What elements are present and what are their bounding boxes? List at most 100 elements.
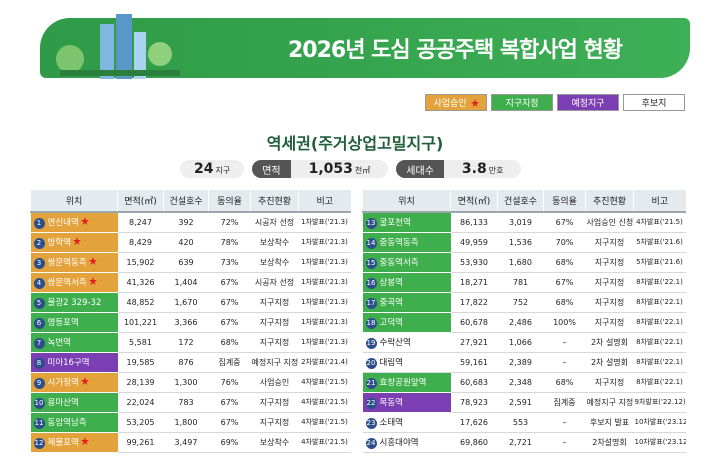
stat-label: 면적 (252, 160, 291, 178)
cell: 22,024 (117, 392, 164, 413)
cell: 8차발표('22.1) (633, 292, 686, 313)
cell: 보상착수 (250, 252, 299, 273)
cell: 보상착수 (250, 232, 299, 253)
location-cell: 10 용마산역 (30, 392, 118, 413)
cell: 639 (163, 252, 209, 273)
row: 20 대림역 59,161 2,389–2차 설명회 8차발표('22.1) (362, 352, 686, 373)
column-header: 위치 (30, 190, 118, 213)
cell: 172 (163, 332, 209, 353)
row-number: 10 (33, 397, 45, 409)
row: 7 녹번역 5,581 172 68% 지구지정 1차발표('21.3) (30, 332, 351, 353)
cell: 사업승인 신청 (585, 212, 634, 233)
cell: 68% (543, 292, 586, 313)
stat-area: 면적 1,053 천㎡ (252, 160, 389, 178)
cell: 2차 설명회 (585, 332, 634, 353)
cell: 2차 설명회 (585, 352, 634, 373)
location-cell: 17 중곡역 (362, 292, 451, 313)
location-cell: 19 수락산역 (362, 332, 451, 353)
location-name: 녹번역 (47, 337, 71, 348)
column-header: 위치 (362, 190, 451, 213)
cell: 2,591 (497, 392, 544, 413)
cell: 5,581 (117, 332, 164, 353)
cell: 1차발표('21.3) (298, 312, 351, 333)
row-number: 1 (33, 217, 45, 229)
cell: 78% (208, 232, 251, 253)
cell: 67% (543, 272, 586, 293)
row-number: 14 (365, 237, 377, 249)
location-cell: 23 소태역 (362, 412, 451, 433)
row: 22 목동역 78,923 2,591 집계중 예정지구 지정 9차발표('22.12) (362, 392, 686, 413)
location-name: 중동역서측 (379, 257, 419, 268)
cell: 1,800 (163, 412, 209, 433)
cell: – (543, 412, 586, 433)
cell: – (543, 332, 586, 353)
row: 1 연신내역 8,247 392 72% 시공자 선정 1차발표('21.3) (30, 212, 351, 233)
row-number: 16 (365, 277, 377, 289)
cell: 1차발표('21.3) (298, 332, 351, 353)
cell: 67% (208, 312, 251, 333)
cell: 781 (497, 272, 544, 293)
cell: 시공자 선정 (250, 212, 299, 233)
cell: 70% (543, 232, 586, 253)
row-number: 2 (33, 237, 45, 249)
cell: 101,221 (117, 312, 164, 333)
stat-unit: 지구 (215, 166, 231, 175)
cell: 68% (543, 252, 586, 273)
star-icon (72, 236, 81, 245)
row: 18 고덕역 60,678 2,486 100% 지구지정 8차발표('22.1) (362, 312, 686, 333)
location-name: 제물포역 (47, 437, 79, 448)
row-number: 13 (365, 217, 377, 229)
cell: 지구지정 (585, 312, 634, 333)
cell: 시공자 선정 (250, 272, 299, 293)
location-name: 미아16구역 (47, 357, 90, 368)
cell: 지구지정 (585, 252, 634, 273)
cell: 15,902 (117, 252, 164, 273)
cell: 10차발표('23.12) (633, 432, 686, 453)
row: 11 동암역남측 53,205 1,800 67% 지구지정 4차발표('21.5) (30, 412, 351, 433)
location-cell: 22 목동역 (362, 392, 451, 413)
cell: 4차발표('21.5) (298, 372, 351, 393)
cell: 4차발표('21.5) (298, 432, 351, 453)
star-icon (470, 98, 479, 107)
cell: 8,247 (117, 212, 164, 233)
cell: 9차발표('22.12) (633, 392, 686, 413)
location-cell: 20 대림역 (362, 352, 451, 373)
cell: 76% (208, 372, 251, 393)
location-name: 굴포천역 (379, 217, 411, 228)
column-header: 동의율 (208, 190, 251, 213)
location-cell: 12 제물포역 (30, 432, 118, 453)
cell: 60,678 (450, 312, 498, 333)
location-cell: 13 굴포천역 (362, 212, 451, 233)
location-cell: 18 고덕역 (362, 312, 451, 333)
row-number: 7 (33, 337, 45, 349)
location-name: 중곡역 (379, 297, 403, 308)
stat-value: 1,053 (308, 161, 353, 177)
row: 6 영등포역 101,221 3,366 67% 지구지정 1차발표('21.3) (30, 312, 351, 333)
location-cell: 24 시흥대야역 (362, 432, 451, 453)
location-cell: 15 중동역서측 (362, 252, 451, 273)
cell: 5차발표('21.6) (633, 232, 686, 253)
column-header: 비고 (633, 190, 686, 213)
location-name: 불광2 329-32 (47, 297, 102, 308)
cell: 2차발표('21.4) (298, 352, 351, 373)
subtitle: 역세권(주거상업고밀지구) (266, 134, 444, 153)
cell: 59,161 (450, 352, 498, 373)
cell: 53,205 (117, 412, 164, 433)
legend-item: 후보지 (623, 94, 685, 111)
cell: 69,860 (450, 432, 498, 453)
cell: 67% (208, 392, 251, 413)
row-number: 15 (365, 257, 377, 269)
cell: 553 (497, 412, 544, 433)
location-cell: 5 불광2 329-32 (30, 292, 118, 313)
stat-label: 세대수 (396, 160, 444, 178)
row: 5 불광2 329-32 48,852 1,670 67% 지구지정 1차발표('21.3) (30, 292, 351, 313)
legend-label: 사업승인 (433, 99, 467, 109)
location-name: 효창공원앞역 (379, 377, 427, 388)
column-header: 건설호수 (163, 190, 209, 213)
row-number: 17 (365, 297, 377, 309)
row: 16 상봉역 18,271 781 67% 지구지정 8차발표('22.1) (362, 272, 686, 293)
row: 23 소태역 17,626 553– 후보지 발표 10차발표('23.12) (362, 412, 686, 433)
cell: 5차발표('21.6) (633, 252, 686, 273)
cell: 1,680 (497, 252, 544, 273)
